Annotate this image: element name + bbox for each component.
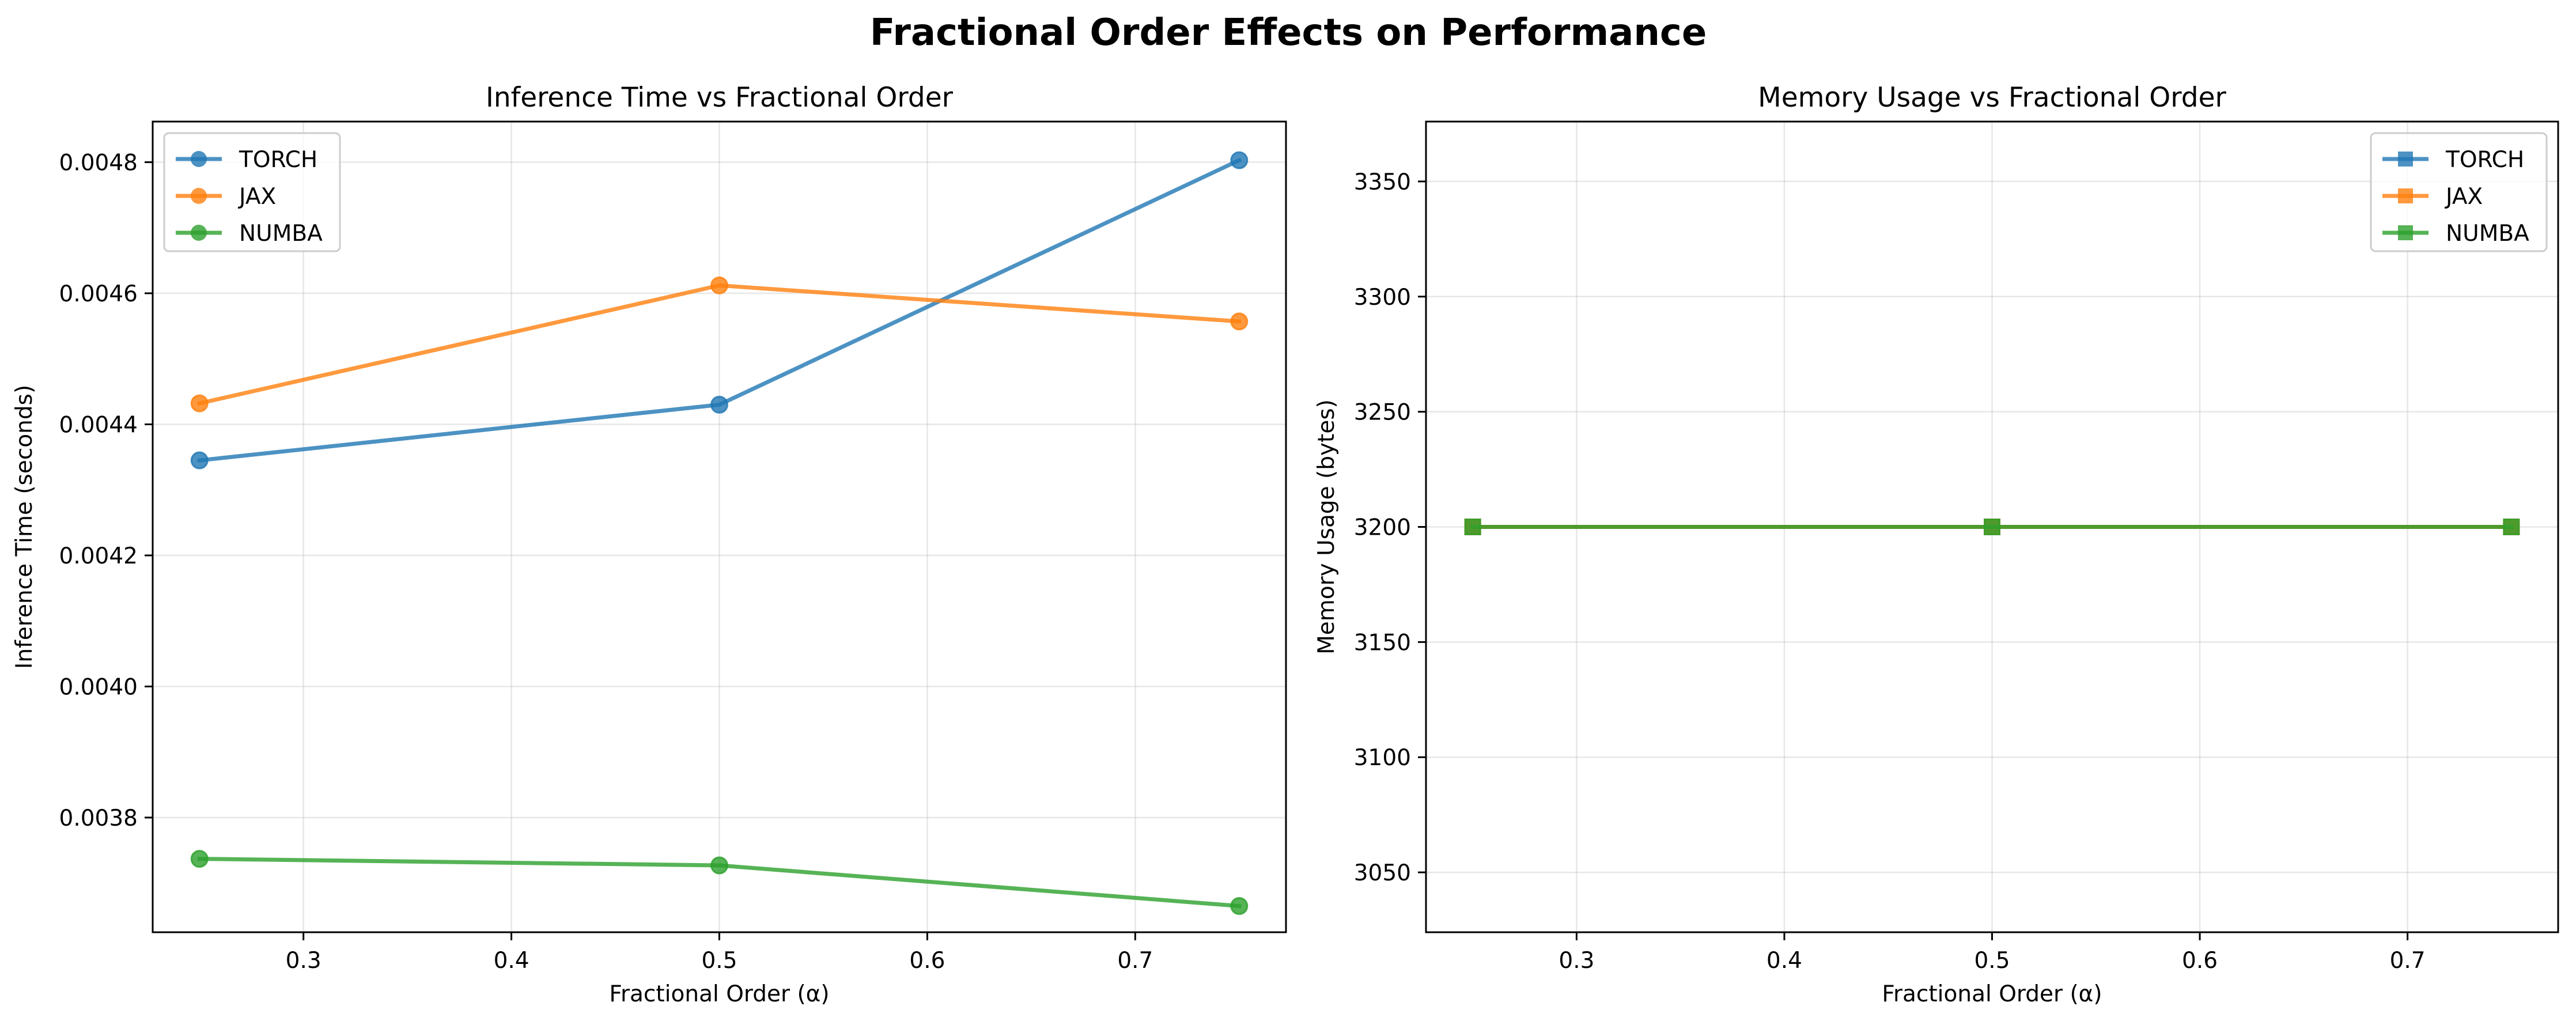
y-axis-label: Inference Time (seconds) bbox=[12, 385, 37, 669]
y-tick-label: 0.0042 bbox=[59, 543, 138, 569]
legend: TORCH JAX NUMBA bbox=[2370, 132, 2548, 252]
y-tick-label: 0.0040 bbox=[59, 674, 138, 700]
legend-label: TORCH bbox=[239, 147, 317, 173]
data-point-jax bbox=[1230, 312, 1249, 331]
figure-suptitle: Fractional Order Effects on Performance bbox=[870, 12, 1707, 54]
data-point-numba bbox=[1230, 897, 1249, 916]
legend-swatch-marker bbox=[191, 188, 207, 204]
axes-title: Inference Time vs Fractional Order bbox=[486, 82, 954, 114]
data-point-numba bbox=[2503, 519, 2520, 535]
legend-box bbox=[163, 132, 341, 252]
x-tick-label: 0.4 bbox=[1766, 948, 1802, 974]
x-axis-label: Fractional Order (α) bbox=[1882, 981, 2102, 1007]
data-point-torch bbox=[190, 451, 209, 470]
y-tick-label: 0.0046 bbox=[59, 281, 138, 307]
y-tick-label: 0.0038 bbox=[59, 805, 138, 831]
y-tick-label: 3050 bbox=[1354, 860, 1411, 886]
legend-label: JAX bbox=[237, 184, 276, 210]
y-tick-label: 3200 bbox=[1354, 515, 1411, 541]
data-point-numba bbox=[1984, 519, 2000, 535]
y-tick-label: 3100 bbox=[1354, 745, 1411, 771]
data-point-torch bbox=[710, 395, 728, 414]
x-tick-label: 0.7 bbox=[2390, 948, 2426, 974]
x-tick-label: 0.3 bbox=[1559, 948, 1594, 974]
y-tick-label: 3250 bbox=[1354, 400, 1411, 426]
y-tick-label: 0.0048 bbox=[59, 150, 138, 176]
data-point-numba bbox=[190, 850, 209, 868]
x-tick-label: 0.5 bbox=[701, 948, 737, 974]
legend-label: NUMBA bbox=[2446, 221, 2529, 247]
memory-usage-panel: 0.3 0.4 0.5 0.6 0.7 3050 3100 3150 3200 3250 3300 3… bbox=[1314, 82, 2559, 1007]
y-tick-label: 3300 bbox=[1354, 285, 1411, 311]
y-tick-label: 0.0044 bbox=[59, 412, 138, 438]
x-tick-label: 0.4 bbox=[494, 948, 529, 974]
y-tick-label: 3350 bbox=[1354, 169, 1411, 195]
data-point-jax bbox=[190, 394, 209, 413]
x-tick-label: 0.6 bbox=[909, 948, 945, 974]
legend-label: JAX bbox=[2444, 184, 2483, 210]
data-point-torch bbox=[1230, 151, 1249, 169]
x-tick-label: 0.7 bbox=[1117, 948, 1153, 974]
legend-label: TORCH bbox=[2445, 147, 2524, 173]
x-tick-label: 0.5 bbox=[1974, 948, 2010, 974]
legend-swatch-marker bbox=[191, 151, 207, 167]
y-tick-label: 3150 bbox=[1354, 630, 1411, 656]
y-axis-label: Memory Usage (bytes) bbox=[1314, 399, 1340, 655]
legend: TORCH JAX NUMBA bbox=[163, 132, 341, 252]
inference-time-panel: 0.3 0.4 0.5 0.6 0.7 0.0038 0.0040 0.0042 0.0044 0… bbox=[12, 82, 1287, 1007]
axes-title: Memory Usage vs Fractional Order bbox=[1758, 82, 2226, 114]
legend-swatch-marker bbox=[2398, 188, 2413, 203]
x-tick-label: 0.3 bbox=[286, 948, 321, 974]
legend-swatch-marker bbox=[2398, 225, 2413, 240]
legend-box bbox=[2370, 132, 2548, 252]
x-tick-label: 0.6 bbox=[2182, 948, 2218, 974]
data-point-numba bbox=[710, 856, 728, 875]
legend-swatch-marker bbox=[2398, 152, 2413, 167]
legend-swatch-marker bbox=[191, 225, 207, 241]
x-axis-label: Fractional Order (α) bbox=[609, 981, 829, 1007]
legend-label: NUMBA bbox=[239, 221, 323, 247]
data-point-numba bbox=[1464, 519, 1481, 535]
data-point-jax bbox=[710, 276, 728, 294]
